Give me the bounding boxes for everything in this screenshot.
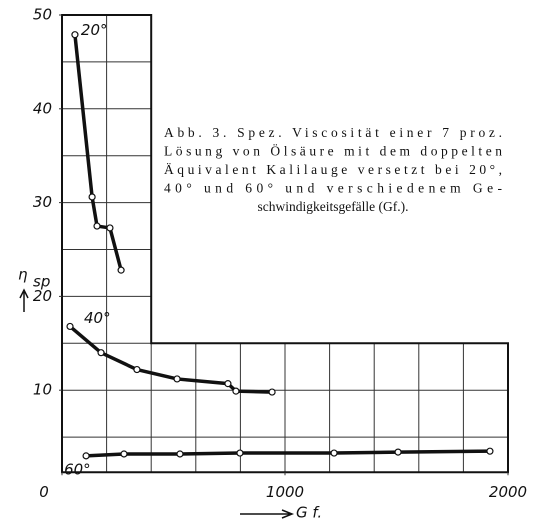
y-arrow [19, 288, 29, 312]
series-label: 20° [81, 21, 108, 39]
data-point [394, 448, 402, 456]
data-point [330, 449, 338, 457]
series-line [73, 32, 123, 272]
caption-line: Abb. 3. Spez. Viscosität einer 7 proz. [164, 125, 502, 140]
y-tick-label: 50 [33, 6, 52, 24]
data-point [486, 447, 494, 455]
caption-line: Lösung von Ölsäure mit dem doppelten [164, 144, 502, 159]
data-point [224, 380, 232, 388]
data-point [236, 449, 244, 457]
data-point [106, 224, 114, 232]
data-point [173, 375, 181, 383]
y-tick-label: 20 [33, 287, 52, 305]
caption-line: Äquivalent Kalilauge versetzt bei 20°, [164, 162, 502, 177]
series-label: 40° [84, 309, 111, 327]
x-arrow [240, 509, 295, 519]
data-point [88, 193, 96, 201]
y-axis-label: η [18, 266, 28, 284]
data-point [232, 387, 240, 395]
data-point [82, 452, 90, 460]
data-point [117, 266, 125, 274]
data-point [93, 222, 101, 230]
y-tick-label: 40 [33, 99, 52, 117]
data-point [66, 322, 74, 331]
series-label: 60° [64, 460, 91, 478]
x-tick-label: 2000 [489, 483, 527, 501]
y-tick-label: 30 [33, 193, 52, 211]
caption-line: schwindigkeitsgefälle (Gf.). [257, 199, 408, 214]
y-axis-label-sub: sp [33, 273, 50, 291]
data-point [133, 365, 141, 374]
x-tick-label: 0 [39, 483, 49, 501]
data-point [120, 450, 128, 458]
y-tick-label: 10 [33, 381, 52, 399]
x-axis-label: G f. [296, 504, 322, 522]
series-line [84, 449, 492, 458]
series-line [68, 324, 274, 394]
data-point [97, 349, 105, 357]
data-point [71, 31, 79, 39]
caption-line: 40° und 60° und verschiedenem Ge- [164, 181, 503, 196]
data-point [268, 388, 276, 396]
x-tick-label: 1000 [266, 483, 304, 501]
data-point [176, 450, 184, 458]
